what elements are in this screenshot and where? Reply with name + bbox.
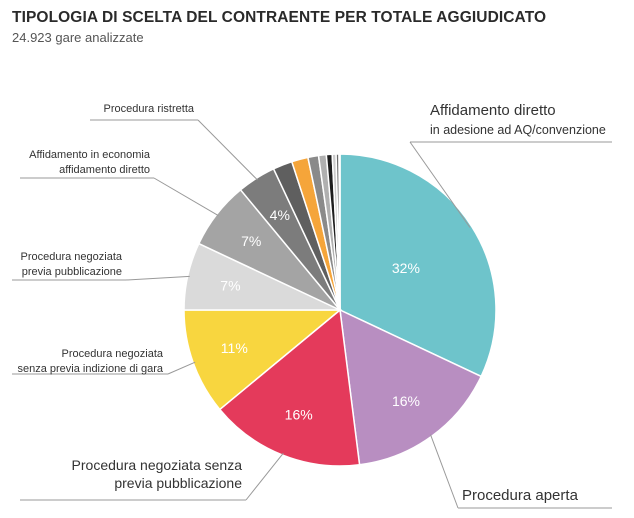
callout-label: Affidamento in economia xyxy=(29,149,151,161)
pie-slice-procedura-negoziata-senza-previa-pubblicazione xyxy=(218,308,361,467)
callout-label: Procedura aperta xyxy=(462,487,579,504)
callout-procedura-aperta: Procedura aperta xyxy=(430,434,612,509)
slice-value-label: 11% xyxy=(221,340,248,356)
callout-label: Procedura negoziata xyxy=(61,348,163,360)
callout-leader-line xyxy=(197,119,258,181)
callout-label: Affidamento diretto xyxy=(430,102,556,119)
callout-leader-line xyxy=(409,141,471,228)
callout-leader-line xyxy=(245,452,284,501)
callout-leader-line xyxy=(430,434,459,509)
callout-leader-line xyxy=(167,361,196,375)
pie-slices xyxy=(183,153,497,467)
callout-label: Procedura negoziata senza xyxy=(72,457,243,473)
chart-subtitle: 24.923 gare analizzate xyxy=(12,30,144,45)
callout-leader-line xyxy=(153,177,219,217)
callout-procedura-negoziata-previa-pubblicazione: Procedura negoziata previa pubblicazione xyxy=(12,251,190,281)
callout-affidamento-diretto-in-adesione-ad-aq-convenzione: Affidamento diretto in adesione ad AQ/con… xyxy=(409,102,612,228)
slice-value-label: 16% xyxy=(392,393,420,409)
slice-value-labels: 32% 16% 16% 11% 7% 7% 4% xyxy=(220,207,420,422)
callout-label: affidamento diretto xyxy=(59,164,150,176)
callout-label: senza previa indizione di gara xyxy=(17,363,163,375)
callout-procedura-negoziata-senza-previa-indizione-di-gara: Procedura negoziata senza previa indizion… xyxy=(12,348,196,375)
callout-label: Procedura ristretta xyxy=(104,103,195,115)
slice-value-label: 32% xyxy=(392,260,420,276)
slice-value-label: 16% xyxy=(285,406,313,422)
slice-value-label: 7% xyxy=(220,278,240,294)
slice-value-label: 4% xyxy=(270,207,290,223)
chart-title: TIPOLOGIA DI SCELTA DEL CONTRAENTE PER T… xyxy=(12,9,547,26)
callouts: Affidamento diretto in adesione ad AQ/con… xyxy=(12,102,612,509)
pie-slice-procedura-aperta xyxy=(339,308,483,466)
callout-leader-line xyxy=(125,275,190,281)
callout-label: previa pubblicazione xyxy=(114,475,242,491)
callout-label: previa pubblicazione xyxy=(22,266,122,278)
callout-label: Procedura negoziata xyxy=(20,251,122,263)
callout-affidamento-in-economia-affidamento-diretto: Affidamento in economia affidamento diret… xyxy=(20,149,219,217)
pie-slice-minor-14 xyxy=(338,153,341,311)
callout-procedura-ristretta: Procedura ristretta xyxy=(90,103,258,181)
callout-label: in adesione ad AQ/convenzione xyxy=(430,123,606,137)
slice-value-label: 7% xyxy=(241,233,261,249)
callout-procedura-negoziata-senza-previa-pubblicazione: Procedura negoziata senza previa pubblica… xyxy=(20,452,284,501)
